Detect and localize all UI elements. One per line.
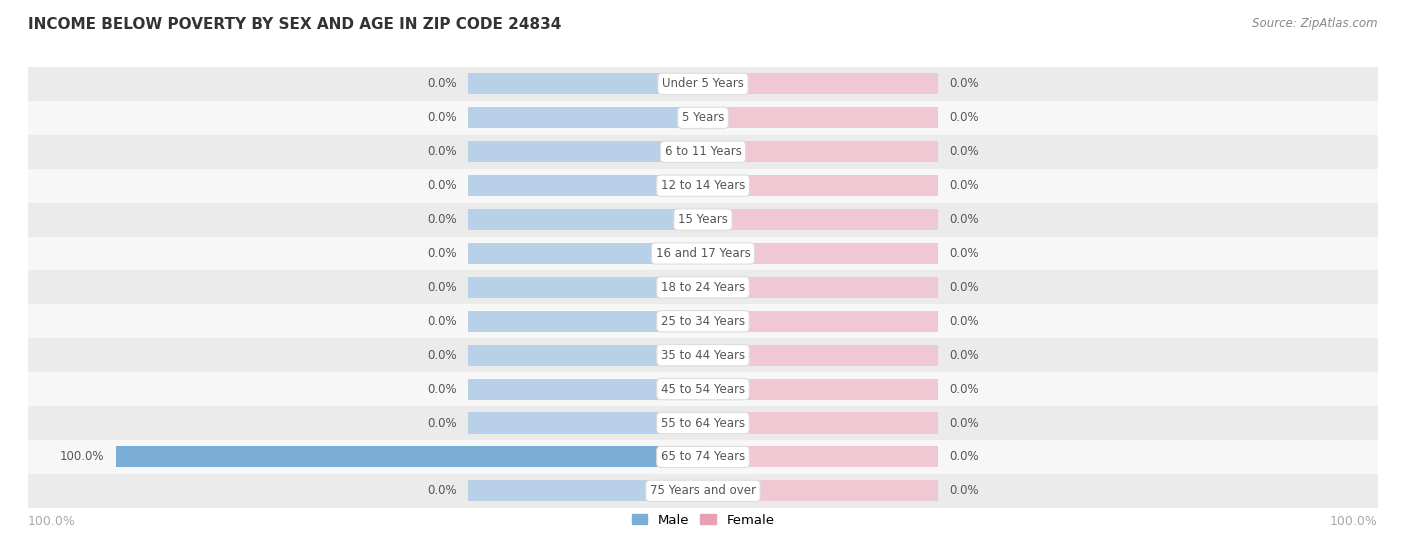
Legend: Male, Female: Male, Female [626, 508, 780, 532]
Text: 55 to 64 Years: 55 to 64 Years [661, 416, 745, 430]
Bar [703, 446, 938, 468]
Text: 0.0%: 0.0% [427, 281, 457, 294]
Bar [703, 74, 938, 94]
Text: 0.0%: 0.0% [427, 383, 457, 396]
Bar [468, 107, 703, 128]
Bar [703, 345, 938, 365]
Text: 0.0%: 0.0% [949, 112, 979, 124]
Text: 45 to 54 Years: 45 to 54 Years [661, 383, 745, 396]
Text: 16 and 17 Years: 16 and 17 Years [655, 247, 751, 260]
Bar [703, 175, 938, 196]
Text: 0.0%: 0.0% [949, 416, 979, 430]
Bar [703, 141, 938, 162]
Bar [703, 480, 938, 501]
Bar [28, 203, 1378, 237]
Bar [468, 480, 703, 501]
Text: 0.0%: 0.0% [427, 112, 457, 124]
Text: 35 to 44 Years: 35 to 44 Years [661, 349, 745, 362]
Bar [468, 378, 703, 400]
Bar [28, 135, 1378, 169]
Bar [468, 243, 703, 264]
Text: 6 to 11 Years: 6 to 11 Years [665, 145, 741, 158]
Bar [28, 372, 1378, 406]
Text: 18 to 24 Years: 18 to 24 Years [661, 281, 745, 294]
Bar [28, 474, 1378, 508]
Bar [28, 101, 1378, 135]
Bar [28, 304, 1378, 338]
Text: 0.0%: 0.0% [427, 78, 457, 90]
Text: 0.0%: 0.0% [949, 281, 979, 294]
Bar [703, 209, 938, 230]
Text: 65 to 74 Years: 65 to 74 Years [661, 450, 745, 463]
Text: 0.0%: 0.0% [427, 247, 457, 260]
Bar [28, 237, 1378, 271]
Text: 0.0%: 0.0% [427, 315, 457, 328]
Text: 100.0%: 100.0% [1330, 515, 1378, 528]
Text: 0.0%: 0.0% [949, 383, 979, 396]
Text: 0.0%: 0.0% [949, 349, 979, 362]
Text: Under 5 Years: Under 5 Years [662, 78, 744, 90]
Text: 0.0%: 0.0% [427, 213, 457, 226]
Bar [703, 277, 938, 298]
Bar [468, 74, 703, 94]
Text: Source: ZipAtlas.com: Source: ZipAtlas.com [1253, 17, 1378, 30]
Bar [28, 440, 1378, 474]
Bar [468, 345, 703, 365]
Bar [468, 209, 703, 230]
Bar [468, 175, 703, 196]
Text: 0.0%: 0.0% [949, 213, 979, 226]
Bar [703, 378, 938, 400]
Bar [468, 277, 703, 298]
Bar [468, 141, 703, 162]
Text: 5 Years: 5 Years [682, 112, 724, 124]
Text: 0.0%: 0.0% [949, 78, 979, 90]
Text: 12 to 14 Years: 12 to 14 Years [661, 179, 745, 192]
Bar [28, 338, 1378, 372]
Text: 100.0%: 100.0% [28, 515, 76, 528]
Text: 0.0%: 0.0% [949, 315, 979, 328]
Text: 75 Years and over: 75 Years and over [650, 484, 756, 497]
Text: INCOME BELOW POVERTY BY SEX AND AGE IN ZIP CODE 24834: INCOME BELOW POVERTY BY SEX AND AGE IN Z… [28, 17, 561, 32]
Text: 0.0%: 0.0% [427, 145, 457, 158]
Bar [117, 446, 703, 468]
Bar [468, 446, 703, 468]
Bar [28, 271, 1378, 304]
Text: 0.0%: 0.0% [949, 179, 979, 192]
Bar [28, 169, 1378, 203]
Text: 0.0%: 0.0% [949, 450, 979, 463]
Text: 0.0%: 0.0% [427, 416, 457, 430]
Text: 100.0%: 100.0% [60, 450, 104, 463]
Text: 0.0%: 0.0% [427, 349, 457, 362]
Text: 0.0%: 0.0% [949, 145, 979, 158]
Bar [703, 243, 938, 264]
Text: 0.0%: 0.0% [949, 484, 979, 497]
Bar [703, 107, 938, 128]
Bar [28, 67, 1378, 101]
Text: 15 Years: 15 Years [678, 213, 728, 226]
Bar [468, 311, 703, 332]
Text: 0.0%: 0.0% [427, 484, 457, 497]
Text: 0.0%: 0.0% [427, 179, 457, 192]
Bar [28, 406, 1378, 440]
Bar [468, 412, 703, 434]
Text: 0.0%: 0.0% [949, 247, 979, 260]
Text: 25 to 34 Years: 25 to 34 Years [661, 315, 745, 328]
Bar [703, 311, 938, 332]
Bar [703, 412, 938, 434]
